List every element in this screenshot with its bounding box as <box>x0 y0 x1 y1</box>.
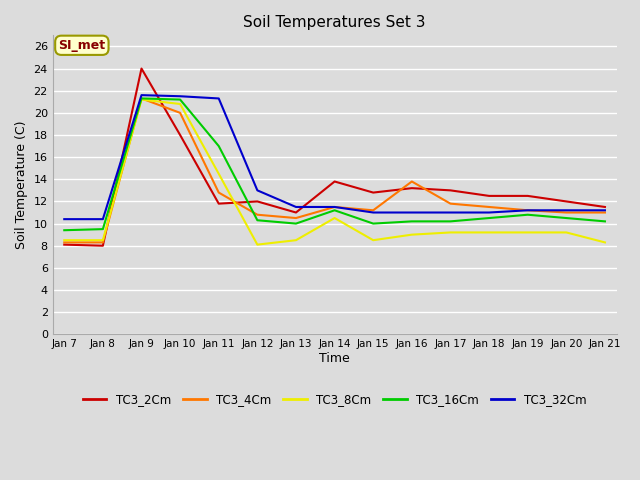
TC3_4Cm <box>485 204 493 210</box>
TC3_4Cm <box>601 210 609 216</box>
TC3_32Cm <box>176 93 184 99</box>
TC3_2Cm <box>408 185 415 191</box>
TC3_16Cm <box>485 215 493 221</box>
TC3_32Cm <box>99 216 107 222</box>
TC3_16Cm <box>331 207 339 213</box>
TC3_8Cm <box>253 242 261 248</box>
Legend: TC3_2Cm, TC3_4Cm, TC3_8Cm, TC3_16Cm, TC3_32Cm: TC3_2Cm, TC3_4Cm, TC3_8Cm, TC3_16Cm, TC3… <box>78 388 591 410</box>
TC3_2Cm <box>60 242 68 248</box>
TC3_8Cm <box>369 237 377 243</box>
TC3_4Cm <box>369 207 377 213</box>
TC3_16Cm <box>447 218 454 224</box>
TC3_8Cm <box>60 237 68 243</box>
Line: TC3_2Cm: TC3_2Cm <box>64 69 605 246</box>
TC3_16Cm <box>60 228 68 233</box>
TC3_32Cm <box>138 92 145 98</box>
TC3_2Cm <box>369 190 377 195</box>
TC3_4Cm <box>138 96 145 101</box>
TC3_16Cm <box>253 217 261 223</box>
TC3_16Cm <box>292 221 300 227</box>
TC3_32Cm <box>408 210 415 216</box>
TC3_2Cm <box>485 193 493 199</box>
TC3_32Cm <box>601 207 609 213</box>
TC3_16Cm <box>563 215 570 221</box>
TC3_32Cm <box>331 204 339 210</box>
TC3_4Cm <box>292 215 300 221</box>
Line: TC3_4Cm: TC3_4Cm <box>64 98 605 242</box>
TC3_2Cm <box>447 188 454 193</box>
TC3_16Cm <box>369 221 377 227</box>
TC3_8Cm <box>331 215 339 221</box>
TC3_4Cm <box>176 110 184 116</box>
TC3_4Cm <box>99 240 107 245</box>
TC3_8Cm <box>601 240 609 245</box>
TC3_8Cm <box>563 229 570 235</box>
TC3_32Cm <box>292 204 300 210</box>
TC3_4Cm <box>563 210 570 216</box>
TC3_4Cm <box>408 179 415 184</box>
TC3_2Cm <box>601 204 609 210</box>
TC3_2Cm <box>138 66 145 72</box>
TC3_16Cm <box>176 96 184 102</box>
TC3_2Cm <box>563 199 570 204</box>
TC3_8Cm <box>524 229 532 235</box>
TC3_2Cm <box>99 243 107 249</box>
TC3_8Cm <box>447 229 454 235</box>
TC3_32Cm <box>485 210 493 216</box>
TC3_32Cm <box>60 216 68 222</box>
TC3_4Cm <box>447 201 454 206</box>
TC3_2Cm <box>176 132 184 138</box>
X-axis label: Time: Time <box>319 352 350 365</box>
Title: Soil Temperatures Set 3: Soil Temperatures Set 3 <box>243 15 426 30</box>
TC3_8Cm <box>176 101 184 107</box>
TC3_8Cm <box>215 171 223 177</box>
TC3_32Cm <box>215 96 223 101</box>
TC3_8Cm <box>408 232 415 238</box>
TC3_8Cm <box>99 237 107 243</box>
TC3_32Cm <box>447 210 454 216</box>
TC3_16Cm <box>408 218 415 224</box>
TC3_16Cm <box>215 143 223 149</box>
TC3_8Cm <box>138 96 145 102</box>
Line: TC3_8Cm: TC3_8Cm <box>64 99 605 245</box>
TC3_2Cm <box>331 179 339 184</box>
TC3_16Cm <box>601 218 609 224</box>
Text: SI_met: SI_met <box>58 39 106 52</box>
TC3_2Cm <box>253 199 261 204</box>
TC3_16Cm <box>138 96 145 101</box>
TC3_4Cm <box>215 190 223 195</box>
TC3_8Cm <box>485 229 493 235</box>
TC3_16Cm <box>99 226 107 232</box>
TC3_32Cm <box>563 207 570 213</box>
TC3_4Cm <box>524 207 532 213</box>
TC3_4Cm <box>60 240 68 245</box>
TC3_2Cm <box>215 201 223 206</box>
Line: TC3_32Cm: TC3_32Cm <box>64 95 605 219</box>
Y-axis label: Soil Temperature (C): Soil Temperature (C) <box>15 120 28 249</box>
TC3_2Cm <box>524 193 532 199</box>
TC3_4Cm <box>253 212 261 217</box>
TC3_32Cm <box>369 210 377 216</box>
Line: TC3_16Cm: TC3_16Cm <box>64 98 605 230</box>
TC3_4Cm <box>331 204 339 210</box>
TC3_8Cm <box>292 237 300 243</box>
TC3_32Cm <box>253 188 261 193</box>
TC3_2Cm <box>292 210 300 216</box>
TC3_16Cm <box>524 212 532 217</box>
TC3_32Cm <box>524 207 532 213</box>
